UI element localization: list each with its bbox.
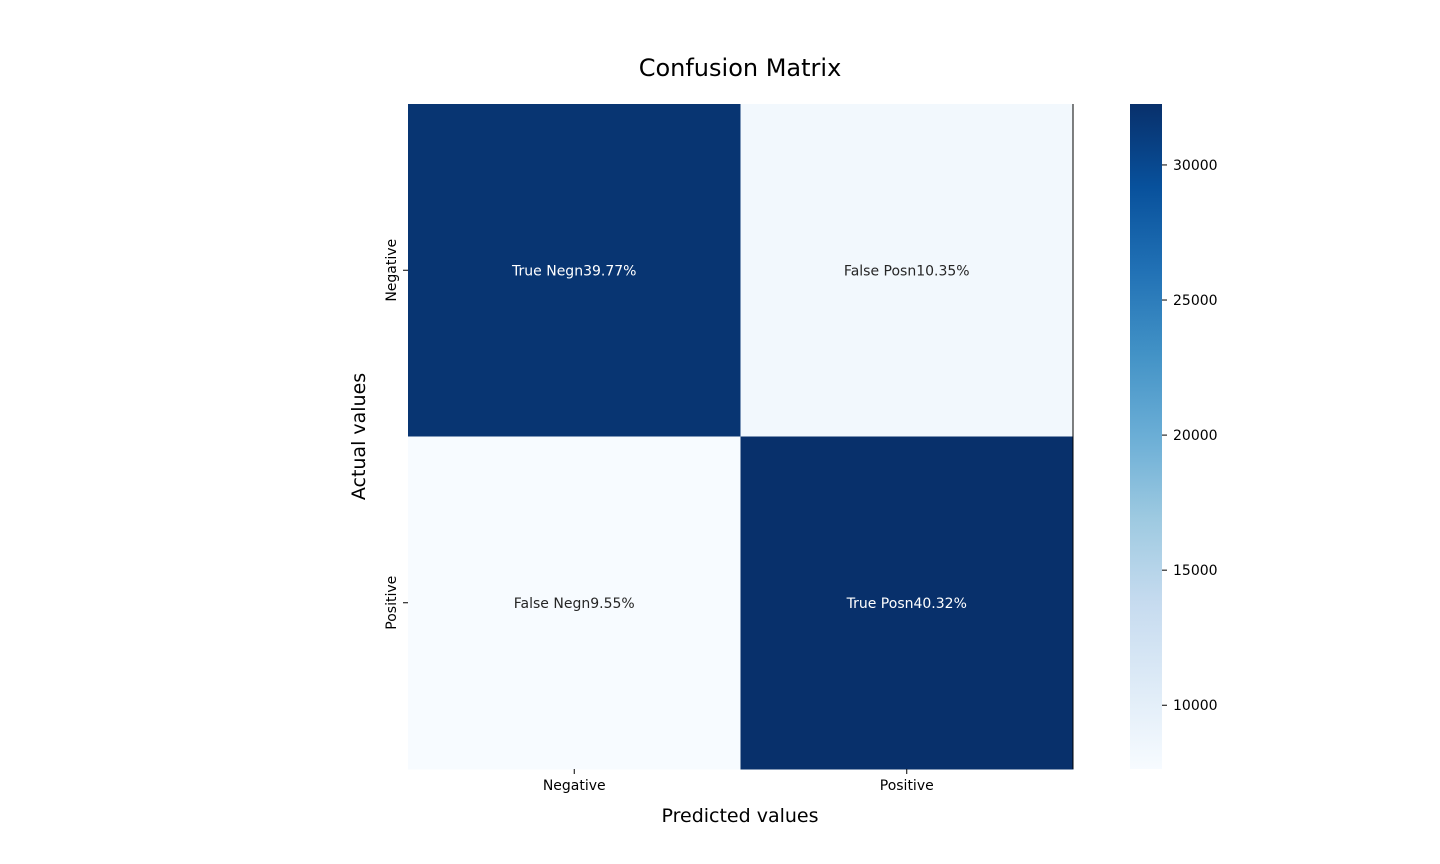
heatmap-cell-label-1-0: False Negn9.55% [514, 596, 635, 612]
colorbar-tick-label-25000: 25000 [1173, 293, 1218, 309]
colorbar-tick-label-15000: 15000 [1173, 563, 1218, 579]
colorbar [1130, 104, 1162, 769]
colorbar-tick-label-30000: 30000 [1173, 158, 1218, 174]
y-tick-label-negative: Negative [384, 239, 400, 302]
heatmap-cell-label-0-1: False Posn10.35% [844, 263, 970, 279]
colorbar-tick-label-10000: 10000 [1173, 698, 1218, 714]
heatmap-cell-0-1 [740, 104, 1074, 437]
heatmap-cell-1-1 [740, 436, 1074, 770]
y-axis-ticks: Negative Positive [384, 239, 408, 630]
x-axis-ticks: Negative Positive [543, 769, 934, 794]
y-axis-label: Actual values [348, 373, 370, 500]
chart-title: Confusion Matrix [639, 54, 842, 82]
heatmap-cell-1-0 [408, 436, 741, 770]
heatmap-cell-label-0-0: True Negn39.77% [511, 263, 636, 279]
y-tick-label-positive: Positive [384, 576, 400, 630]
x-tick-label-positive: Positive [880, 778, 934, 794]
colorbar-ticks: 10000 15000 20000 25000 30000 [1162, 158, 1218, 714]
x-axis-label: Predicted values [661, 805, 818, 827]
heatmap-cell-labels: True Negn39.77% False Posn10.35% False Neg… [511, 263, 970, 612]
heatmap-cell-label-1-1: True Posn40.32% [846, 596, 967, 612]
heatmap-cell-0-0 [408, 104, 741, 437]
colorbar-tick-label-20000: 20000 [1173, 428, 1218, 444]
heatmap-cells [408, 104, 1074, 770]
x-tick-label-negative: Negative [543, 778, 606, 794]
